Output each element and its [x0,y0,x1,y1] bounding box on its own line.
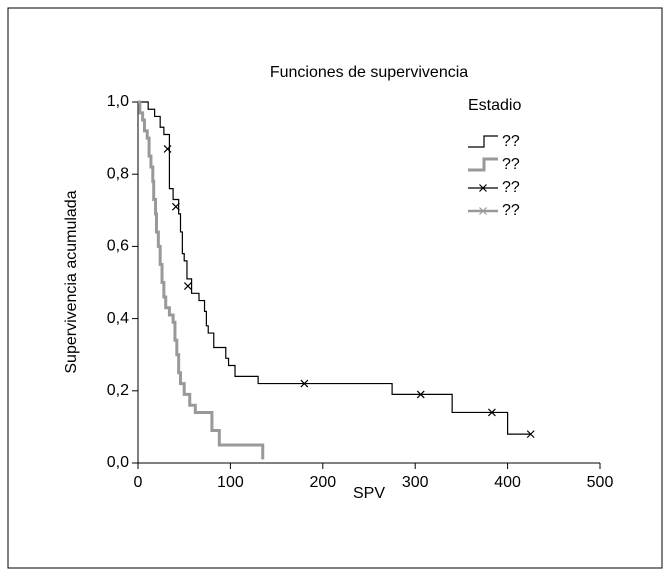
y-tick-label: 0,4 [107,310,129,327]
legend-marker [479,207,487,215]
censored-marker [526,430,535,439]
frame [7,7,663,569]
legend-label: ?? [502,156,520,173]
legend-label: ?? [502,202,520,219]
censored-marker [416,390,425,399]
survival-step [138,100,265,460]
censored-marker [183,282,192,291]
censored-marker [163,145,172,153]
x-tick-label: 300 [402,474,429,491]
y-axis-label: Supervivencia acumulada [63,190,80,373]
legend-label: ?? [502,179,520,196]
y-tick-label: 1,0 [107,93,129,110]
survival-step [138,101,531,435]
x-tick-label: 0 [134,474,143,491]
y-tick-label: 0,0 [107,454,129,471]
legend-symbol [468,135,498,148]
censored-marker [487,408,496,417]
x-tick-label: 200 [309,474,336,491]
y-tick-label: 0,2 [107,382,129,399]
x-axis-label: SPV [353,485,385,502]
legend-label: ?? [502,133,520,150]
x-tick-label: 400 [494,474,521,491]
legend-symbol [468,157,498,172]
x-tick-label: 100 [217,474,244,491]
x-tick-label: 500 [587,474,614,491]
censored-marker [171,202,180,211]
legend-title: Estadio [468,97,521,114]
y-tick-label: 0,8 [107,165,129,182]
censored-marker [300,379,309,388]
legend-marker [479,184,487,192]
y-tick-label: 0,6 [107,238,129,255]
chart-title: Funciones de supervivencia [270,64,468,81]
